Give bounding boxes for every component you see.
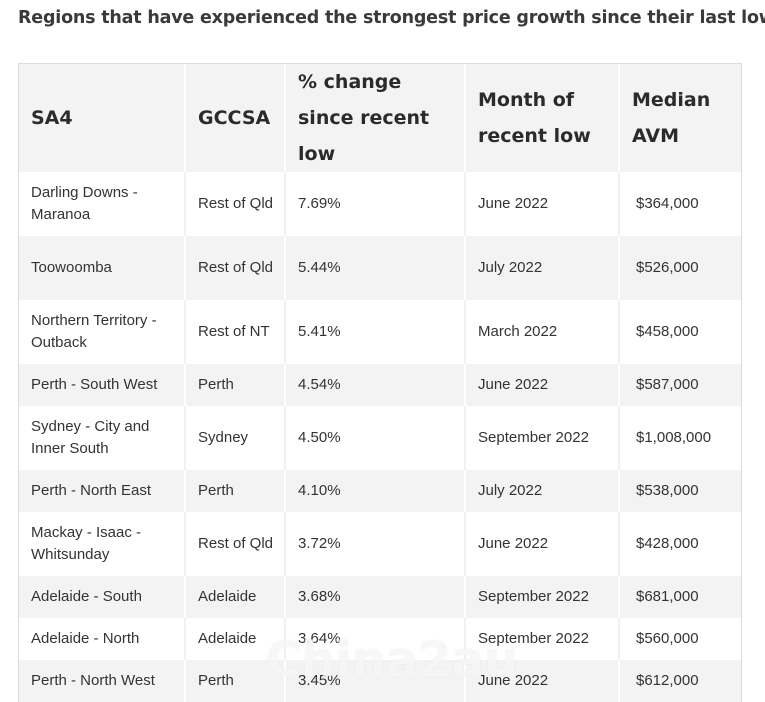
table-row: Sydney - City and Inner South Sydney 4.5… [19,406,741,470]
cell-pct-change: 5.44% [285,236,466,300]
cell-month-low: July 2022 [465,236,620,300]
cell-month-low: September 2022 [465,406,620,470]
table-row: Adelaide - South Adelaide 3.68% Septembe… [19,576,741,618]
cell-gccsa: Perth [185,660,286,702]
cell-month-low: June 2022 [465,660,620,702]
table-row: Adelaide - North Adelaide 3.64% Septembe… [19,618,741,660]
cell-median-avm: $538,000 [619,470,741,512]
cell-sa4: Darling Downs - Maranoa [19,172,186,236]
header-sa4: SA4 [19,64,186,172]
cell-month-low: June 2022 [465,172,620,236]
cell-pct-change: 3.68% [285,576,466,618]
table-row: Perth - North West Perth 3.45% June 2022… [19,660,741,702]
cell-median-avm: $560,000 [619,618,741,660]
cell-gccsa: Adelaide [185,618,286,660]
table-row: Perth - North East Perth 4.10% July 2022… [19,470,741,512]
cell-median-avm: $428,000 [619,512,741,576]
cell-gccsa: Rest of Qld [185,236,286,300]
cell-median-avm: $364,000 [619,172,741,236]
cell-gccsa: Sydney [185,406,286,470]
table-row: Mackay - Isaac - Whitsunday Rest of Qld … [19,512,741,576]
cell-pct-change: 3.64% [285,618,466,660]
cell-median-avm: $458,000 [619,300,741,364]
cell-sa4: Sydney - City and Inner South [19,406,186,470]
cell-pct-change: 3.45% [285,660,466,702]
cell-gccsa: Perth [185,364,286,406]
cell-gccsa: Adelaide [185,576,286,618]
cell-month-low: September 2022 [465,576,620,618]
cell-median-avm: $612,000 [619,660,741,702]
page-title: Regions that have experienced the strong… [18,8,765,28]
cell-median-avm: $587,000 [619,364,741,406]
cell-sa4: Mackay - Isaac - Whitsunday [19,512,186,576]
cell-sa4: Adelaide - North [19,618,186,660]
cell-gccsa: Rest of Qld [185,172,286,236]
table-header-row: SA4 GCCSA % change since recent low Mont… [19,64,741,172]
price-growth-table: SA4 GCCSA % change since recent low Mont… [18,63,742,702]
cell-sa4: Perth - South West [19,364,186,406]
header-median-avm: Median AVM [619,64,741,172]
cell-month-low: September 2022 [465,618,620,660]
cell-pct-change: 5.41% [285,300,466,364]
cell-pct-change: 7.69% [285,172,466,236]
table-row: Darling Downs - Maranoa Rest of Qld 7.69… [19,172,741,236]
cell-month-low: July 2022 [465,470,620,512]
cell-pct-change: 3.72% [285,512,466,576]
cell-median-avm: $526,000 [619,236,741,300]
table-row: Northern Territory - Outback Rest of NT … [19,300,741,364]
cell-month-low: March 2022 [465,300,620,364]
header-pct-change: % change since recent low [285,64,466,172]
cell-median-avm: $681,000 [619,576,741,618]
cell-sa4: Toowoomba [19,236,186,300]
cell-gccsa: Rest of NT [185,300,286,364]
cell-month-low: June 2022 [465,364,620,406]
header-gccsa: GCCSA [185,64,286,172]
cell-sa4: Northern Territory - Outback [19,300,186,364]
cell-median-avm: $1,008,000 [619,406,741,470]
cell-month-low: June 2022 [465,512,620,576]
cell-sa4: Perth - North West [19,660,186,702]
table-row: Perth - South West Perth 4.54% June 2022… [19,364,741,406]
cell-pct-change: 4.54% [285,364,466,406]
cell-gccsa: Rest of Qld [185,512,286,576]
table-row: Toowoomba Rest of Qld 5.44% July 2022 $5… [19,236,741,300]
cell-pct-change: 4.50% [285,406,466,470]
cell-gccsa: Perth [185,470,286,512]
cell-sa4: Adelaide - South [19,576,186,618]
header-month-low: Month of recent low [465,64,620,172]
cell-sa4: Perth - North East [19,470,186,512]
cell-pct-change: 4.10% [285,470,466,512]
